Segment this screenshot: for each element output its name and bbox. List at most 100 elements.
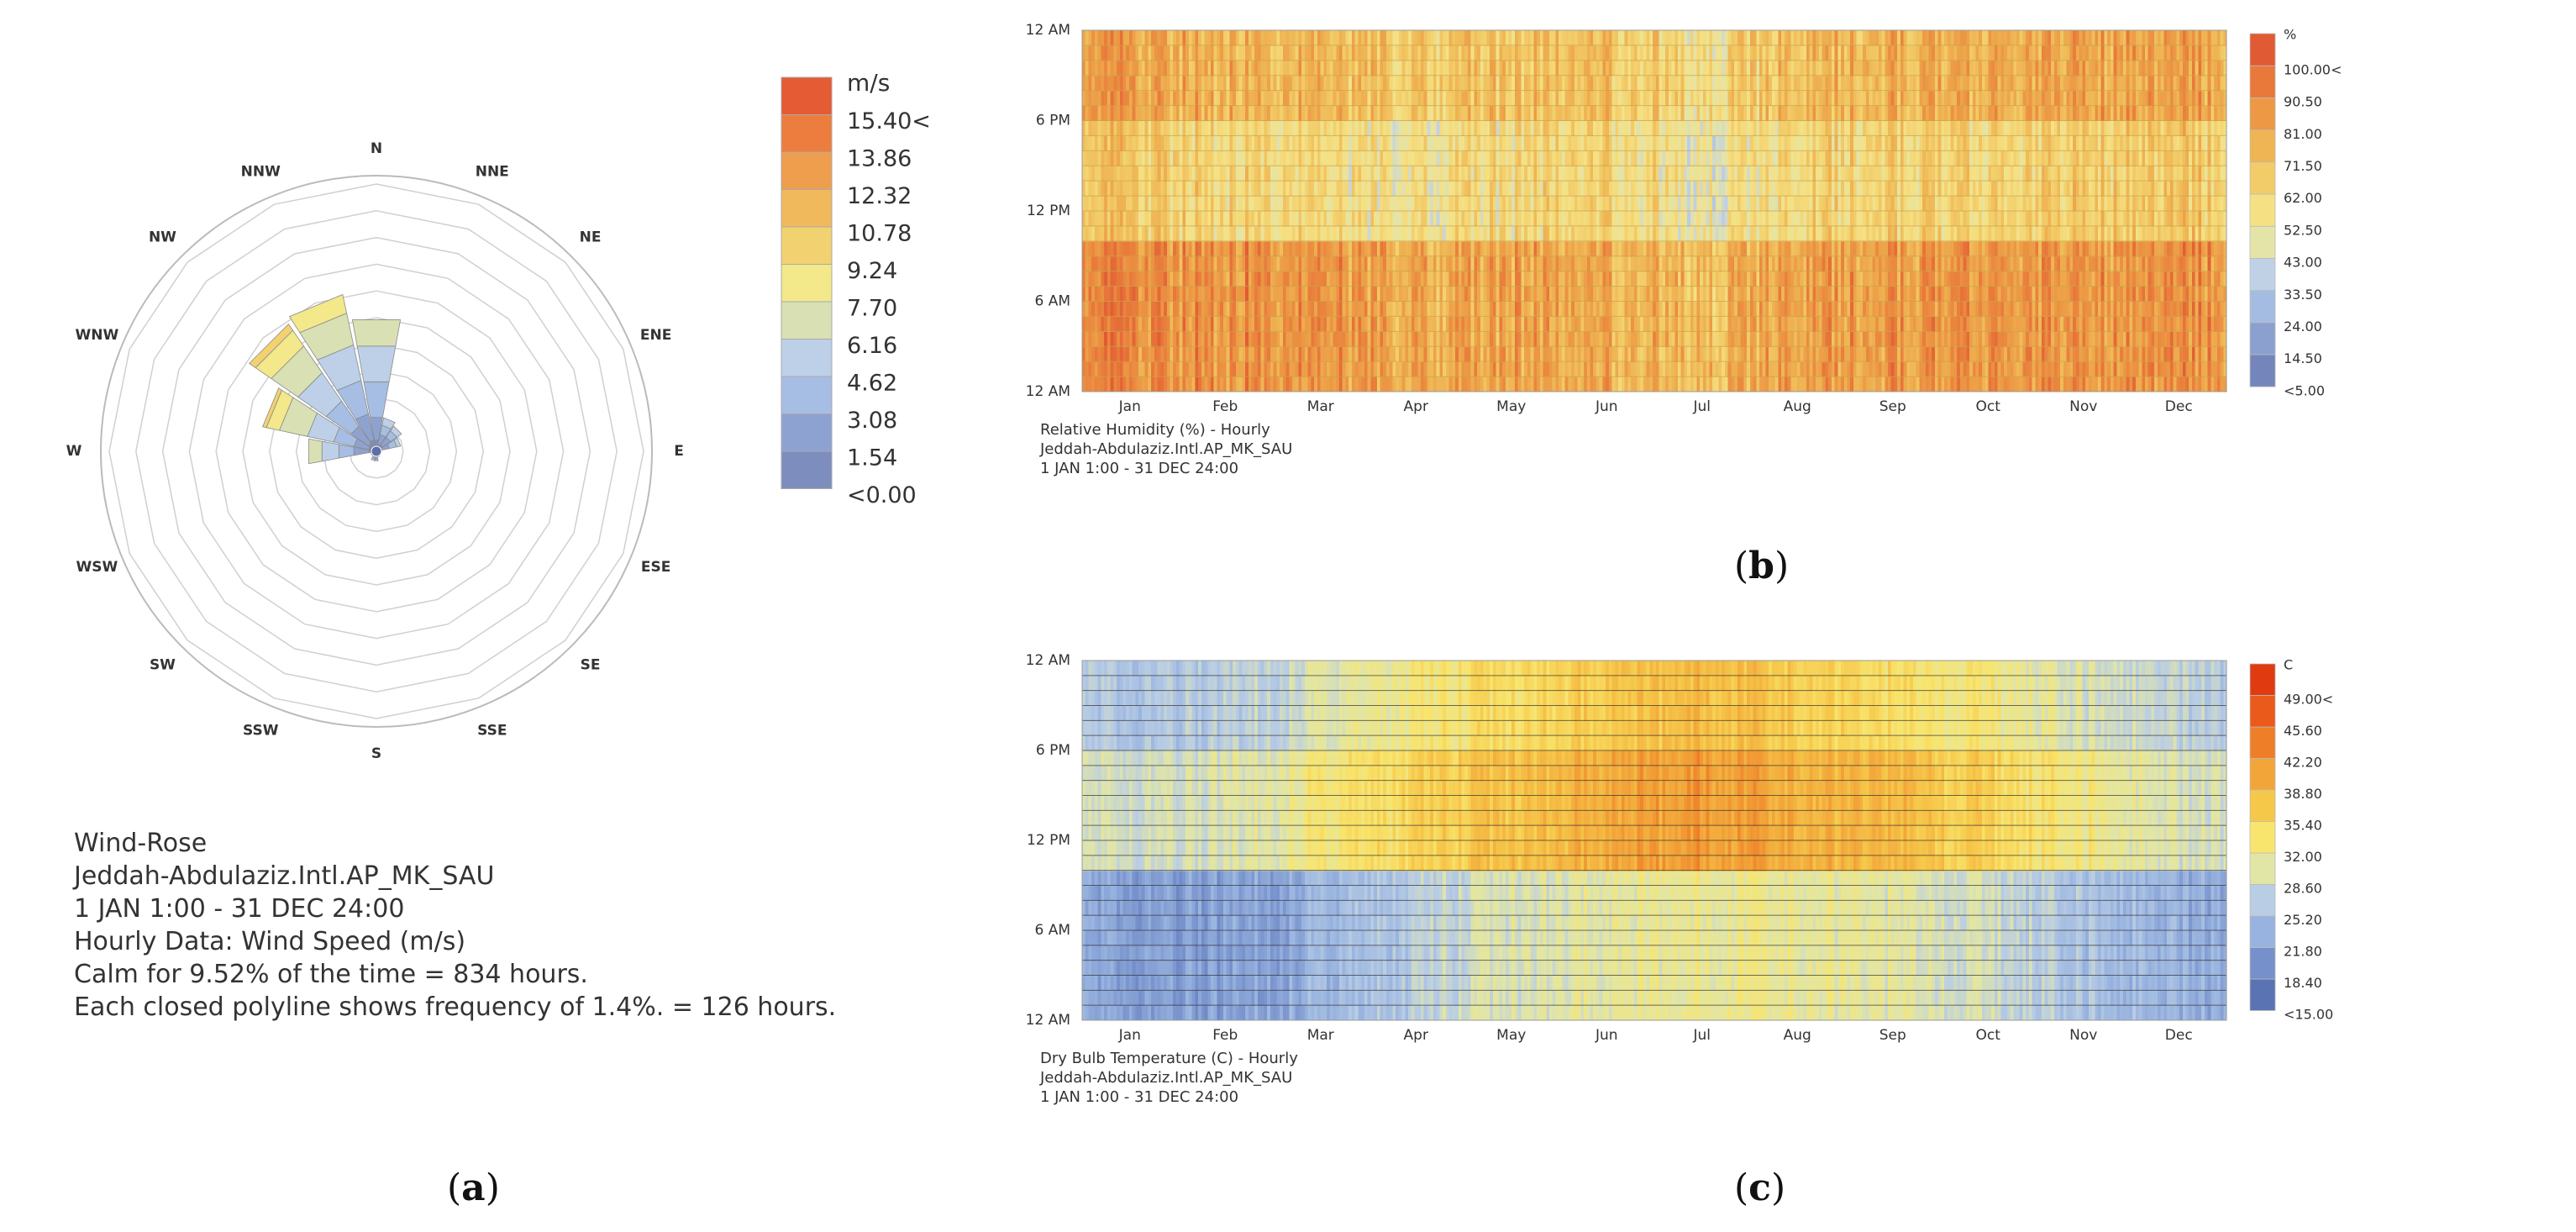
heatmap-cell bbox=[1126, 30, 1130, 46]
heatmap-cell bbox=[1220, 316, 1224, 332]
heatmap-cell bbox=[1467, 60, 1472, 76]
heatmap-cell bbox=[1364, 211, 1369, 227]
heatmap-cell bbox=[1107, 255, 1112, 272]
heatmap-cell bbox=[1257, 196, 1262, 212]
heatmap-cell bbox=[1251, 331, 1255, 347]
heatmap-cell bbox=[1684, 255, 1688, 272]
heatmap-cell bbox=[1285, 331, 1290, 347]
heatmap-cell bbox=[1548, 331, 1553, 347]
heatmap-cell bbox=[1586, 301, 1591, 318]
heatmap-cell bbox=[1702, 120, 1707, 137]
heatmap-cell bbox=[1474, 150, 1478, 166]
heatmap-cell bbox=[1712, 75, 1716, 92]
heatmap-cell bbox=[1668, 30, 1673, 46]
heatmap-cell bbox=[1151, 120, 1155, 137]
heatmap-cell bbox=[1117, 316, 1121, 332]
heatmap-cell bbox=[1530, 211, 1534, 227]
heatmap-cell bbox=[1361, 90, 1365, 107]
heatmap-cell bbox=[1627, 60, 1632, 76]
heatmap-cell bbox=[1627, 75, 1632, 92]
heatmap-cell bbox=[1361, 271, 1365, 287]
heatmap-cell bbox=[1110, 60, 1114, 76]
heatmap-cell bbox=[1210, 271, 1215, 287]
heatmap-cell bbox=[1706, 225, 1710, 242]
heatmap-cell bbox=[1559, 376, 1563, 392]
heatmap-cell bbox=[1458, 90, 1463, 107]
heatmap-cell bbox=[1222, 166, 1228, 182]
heatmap-cell bbox=[1222, 120, 1228, 137]
heatmap-cell bbox=[1559, 196, 1563, 212]
heatmap-cell bbox=[1354, 211, 1359, 227]
heatmap-cell bbox=[1380, 225, 1384, 242]
heatmap-cell bbox=[1270, 75, 1275, 92]
heatmap-cell bbox=[1700, 316, 1704, 332]
heatmap-cell bbox=[1358, 196, 1362, 212]
heatmap-cell bbox=[1380, 346, 1384, 362]
heatmap-cell bbox=[1097, 105, 1101, 122]
heatmap-cell bbox=[1264, 361, 1268, 377]
heatmap-cell bbox=[1396, 346, 1400, 362]
heatmap-cell bbox=[1571, 361, 1575, 377]
heatmap-cell bbox=[1113, 120, 1117, 137]
heatmap-cell bbox=[1606, 105, 1610, 122]
heatmap-cell bbox=[1107, 45, 1112, 61]
heatmap-cell bbox=[1314, 271, 1318, 287]
heatmap-cell bbox=[1148, 45, 1152, 61]
heatmap-cell bbox=[1611, 331, 1616, 347]
heatmap-cell bbox=[1185, 75, 1190, 92]
heatmap-cell bbox=[1311, 105, 1315, 122]
heatmap-cell bbox=[1586, 120, 1591, 137]
heatmap-cell bbox=[1154, 90, 1159, 107]
heatmap-cell bbox=[1191, 30, 1196, 46]
heatmap-cell bbox=[1408, 225, 1412, 242]
heatmap-cell bbox=[1624, 211, 1628, 227]
heatmap-cell bbox=[1217, 30, 1221, 46]
heatmap-cell bbox=[1524, 301, 1528, 318]
heatmap-cell bbox=[1126, 255, 1130, 272]
heatmap-cell bbox=[1631, 105, 1635, 122]
heatmap-cell bbox=[1295, 225, 1300, 242]
heatmap-cell bbox=[1282, 316, 1287, 332]
heatmap-cell bbox=[1117, 90, 1121, 107]
heatmap-cell bbox=[1505, 346, 1510, 362]
heatmap-cell bbox=[1122, 316, 1127, 332]
heatmap-cell bbox=[1662, 30, 1666, 46]
heatmap-cell bbox=[1251, 181, 1255, 197]
heatmap-cell bbox=[1280, 286, 1284, 303]
heatmap-cell bbox=[1267, 166, 1271, 182]
heatmap-cell bbox=[1273, 181, 1277, 197]
heatmap-cell bbox=[1398, 271, 1403, 287]
frequency-ring-5 bbox=[242, 317, 511, 586]
heatmap-cell bbox=[1370, 135, 1375, 151]
heatmap-cell bbox=[1242, 150, 1246, 166]
heatmap-cell bbox=[1665, 150, 1669, 166]
heatmap-cell bbox=[1323, 225, 1327, 242]
heatmap-cell bbox=[1132, 301, 1137, 318]
heatmap-cell bbox=[1329, 271, 1334, 287]
heatmap-cell bbox=[1564, 286, 1569, 303]
heatmap-cell bbox=[1398, 45, 1403, 61]
heatmap-cell bbox=[1396, 225, 1400, 242]
heatmap-cell bbox=[1317, 30, 1322, 46]
heatmap-cell bbox=[1351, 166, 1356, 182]
heatmap-cell bbox=[1389, 271, 1394, 287]
heatmap-cell bbox=[1436, 120, 1440, 137]
heatmap-cell bbox=[1307, 150, 1312, 166]
heatmap-cell bbox=[1611, 120, 1616, 137]
heatmap-cell bbox=[1273, 316, 1277, 332]
heatmap-cell bbox=[1242, 346, 1246, 362]
heatmap-cell bbox=[1267, 181, 1271, 197]
heatmap-cell bbox=[1097, 255, 1101, 272]
heatmap-cell bbox=[1633, 181, 1638, 197]
heatmap-cell bbox=[1671, 166, 1675, 182]
heatmap-cell bbox=[1085, 166, 1090, 182]
heatmap-cell bbox=[1417, 90, 1422, 107]
heatmap-cell bbox=[1448, 225, 1453, 242]
heatmap-cell bbox=[1643, 181, 1648, 197]
heatmap-cell bbox=[1204, 225, 1208, 242]
heatmap-cell bbox=[1151, 271, 1155, 287]
heatmap-cell bbox=[1492, 286, 1497, 303]
heatmap-cell bbox=[1467, 75, 1472, 92]
heatmap-cell bbox=[1443, 376, 1447, 392]
heatmap-cell bbox=[1195, 105, 1199, 122]
